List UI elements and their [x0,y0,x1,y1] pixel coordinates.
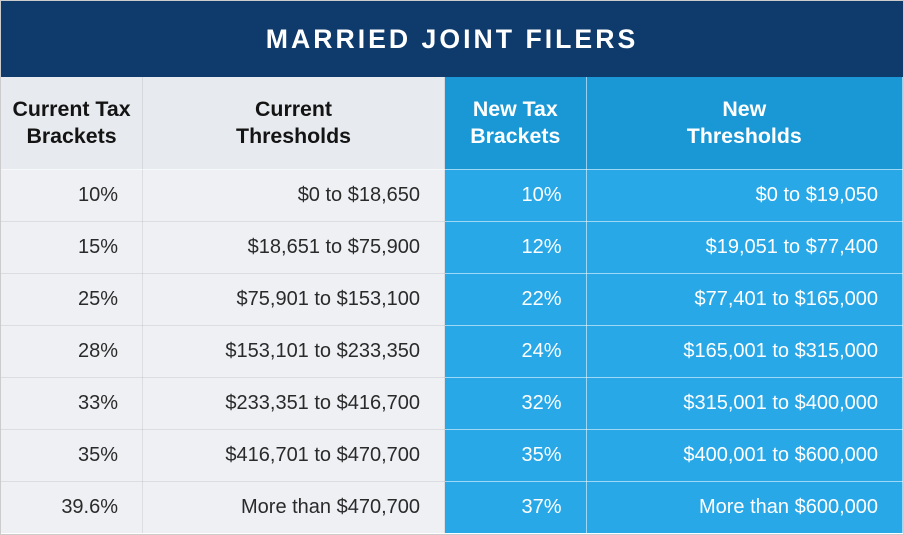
cell-current-bracket: 10% [1,169,143,221]
cell-current-threshold: $153,101 to $233,350 [143,325,445,377]
cell-current-threshold: $0 to $18,650 [143,169,445,221]
column-header-new-bracket: New Tax Brackets [445,77,587,169]
cell-new-threshold: $400,001 to $600,000 [586,429,902,481]
table-row: 35%$416,701 to $470,70035%$400,001 to $6… [1,429,903,481]
cell-new-bracket: 35% [445,429,587,481]
table-row: 39.6%More than $470,70037%More than $600… [1,481,903,533]
column-header-current-bracket: Current Tax Brackets [1,77,143,169]
table-row: 25%$75,901 to $153,10022%$77,401 to $165… [1,273,903,325]
cell-new-bracket: 12% [445,221,587,273]
table-row: 28%$153,101 to $233,35024%$165,001 to $3… [1,325,903,377]
cell-current-threshold: $75,901 to $153,100 [143,273,445,325]
column-header-new-threshold: New Thresholds [586,77,902,169]
cell-current-bracket: 15% [1,221,143,273]
cell-current-bracket: 39.6% [1,481,143,533]
cell-new-bracket: 37% [445,481,587,533]
cell-new-threshold: $77,401 to $165,000 [586,273,902,325]
cell-current-bracket: 33% [1,377,143,429]
cell-new-bracket: 24% [445,325,587,377]
cell-current-bracket: 25% [1,273,143,325]
cell-current-threshold: $233,351 to $416,700 [143,377,445,429]
cell-new-threshold: $315,001 to $400,000 [586,377,902,429]
cell-current-bracket: 35% [1,429,143,481]
cell-new-threshold: $19,051 to $77,400 [586,221,902,273]
cell-current-threshold: More than $470,700 [143,481,445,533]
cell-new-threshold: $0 to $19,050 [586,169,902,221]
tax-bracket-table: Current Tax BracketsCurrent ThresholdsNe… [1,77,903,533]
cell-current-threshold: $416,701 to $470,700 [143,429,445,481]
table-header-row: Current Tax BracketsCurrent ThresholdsNe… [1,77,903,169]
table-row: 33%$233,351 to $416,70032%$315,001 to $4… [1,377,903,429]
cell-new-bracket: 10% [445,169,587,221]
column-header-current-threshold: Current Thresholds [143,77,445,169]
cell-new-bracket: 32% [445,377,587,429]
cell-new-bracket: 22% [445,273,587,325]
table-title: MARRIED JOINT FILERS [1,1,903,77]
tax-bracket-table-container: MARRIED JOINT FILERS Current Tax Bracket… [0,0,904,535]
cell-current-bracket: 28% [1,325,143,377]
table-row: 10%$0 to $18,65010%$0 to $19,050 [1,169,903,221]
cell-current-threshold: $18,651 to $75,900 [143,221,445,273]
cell-new-threshold: More than $600,000 [586,481,902,533]
cell-new-threshold: $165,001 to $315,000 [586,325,902,377]
table-row: 15%$18,651 to $75,90012%$19,051 to $77,4… [1,221,903,273]
